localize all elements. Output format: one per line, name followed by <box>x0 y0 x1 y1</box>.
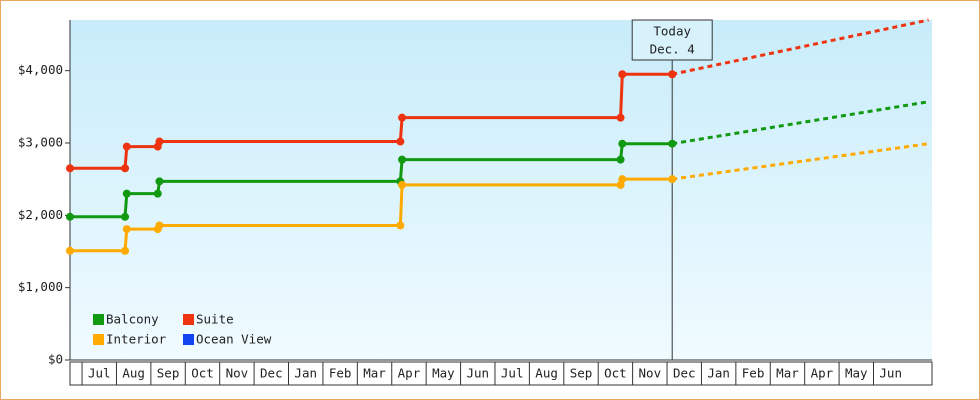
x-tick-label: Aug <box>122 366 145 381</box>
y-tick-label: $0 <box>48 352 63 367</box>
price-point <box>66 246 74 255</box>
price-point <box>616 113 625 122</box>
x-tick-label: Mar <box>776 366 799 381</box>
price-line <box>70 142 673 219</box>
forecast-line <box>671 142 929 181</box>
price-point <box>155 177 164 186</box>
price-point <box>618 139 627 148</box>
legend-swatch <box>93 334 104 345</box>
month-strip <box>69 361 933 386</box>
legend-label: Ocean View <box>196 332 272 347</box>
forecast-line <box>671 100 929 146</box>
x-tick-label: Jan <box>294 366 317 381</box>
price-point <box>153 189 162 198</box>
price-point <box>66 164 74 173</box>
today-label: Today <box>653 24 691 39</box>
x-tick-label: Apr <box>398 366 421 381</box>
price-point <box>398 113 407 122</box>
today-label: Dec. 4 <box>650 42 695 57</box>
x-tick-label: May <box>432 366 455 381</box>
legend-swatch <box>183 314 194 325</box>
x-tick-label: Sep <box>570 366 593 381</box>
price-point <box>618 70 627 79</box>
x-tick-label: Mar <box>363 366 386 381</box>
price-point <box>66 212 74 221</box>
y-tick-label: $1,000 <box>18 279 63 294</box>
price-point <box>122 225 131 234</box>
price-point <box>155 221 164 230</box>
price-point <box>396 137 405 146</box>
x-tick-label: Sep <box>157 366 180 381</box>
legend-label: Suite <box>196 312 234 327</box>
price-point <box>398 180 407 189</box>
legend-swatch <box>93 314 104 325</box>
price-point <box>668 139 677 148</box>
x-tick-label: May <box>845 366 868 381</box>
x-tick-label: Jan <box>707 366 730 381</box>
price-point <box>668 175 677 184</box>
price-point <box>616 155 625 164</box>
x-tick-label: Nov <box>226 366 249 381</box>
y-tick-label: $4,000 <box>18 62 63 77</box>
x-tick-label: Aug <box>535 366 558 381</box>
x-tick-label: Jun <box>466 366 489 381</box>
x-tick-label: Apr <box>811 366 834 381</box>
x-tick-label: Jul <box>501 366 524 381</box>
x-tick-label: Jul <box>88 366 111 381</box>
price-point <box>121 246 130 255</box>
price-point <box>122 142 131 151</box>
forecast-line <box>671 18 929 76</box>
today-box <box>631 19 713 61</box>
legend-swatch <box>183 334 194 345</box>
price-point <box>396 221 405 230</box>
x-tick-label: Feb <box>742 366 765 381</box>
legend-label: Interior <box>106 332 167 347</box>
price-point <box>668 70 677 79</box>
price-point <box>121 164 130 173</box>
y-tick-label: $3,000 <box>18 134 63 149</box>
x-tick-label: Dec <box>260 366 283 381</box>
x-tick-label: Oct <box>191 366 214 381</box>
x-tick-label: Jun <box>879 366 902 381</box>
price-point <box>122 189 131 198</box>
y-tick-label: $2,000 <box>18 207 63 222</box>
x-tick-label: Oct <box>604 366 627 381</box>
price-point <box>121 212 130 221</box>
x-tick-label: Nov <box>639 366 662 381</box>
x-tick-label: Feb <box>329 366 352 381</box>
price-point <box>155 137 164 146</box>
price-point <box>618 175 627 184</box>
x-tick-label: Dec <box>673 366 696 381</box>
price-line <box>70 72 673 170</box>
price-point <box>398 155 407 164</box>
legend-label: Balcony <box>106 312 159 327</box>
plot-area <box>70 20 932 360</box>
